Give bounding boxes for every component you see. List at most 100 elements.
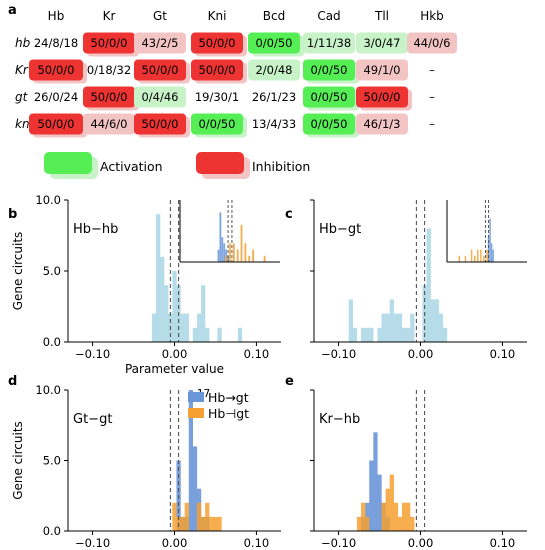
inset-bar [252, 249, 254, 262]
table-cell: 50/0/0 [37, 117, 74, 131]
table-cell: 50/0/0 [363, 90, 400, 104]
inset-bar [458, 255, 461, 262]
table-cell: 26/0/24 [34, 90, 78, 104]
histogram-bar [438, 313, 444, 342]
inset-bar [470, 249, 473, 262]
table-cell: 3/0/47 [363, 36, 400, 50]
inset-bar [480, 249, 482, 262]
x-axis-label: Parameter value [125, 362, 224, 376]
x-tick-label: 0.00 [408, 536, 434, 550]
histogram-bar [361, 327, 366, 342]
cell-background [356, 86, 408, 108]
legend-swatch [44, 152, 92, 174]
x-tick-label: 0.10 [244, 536, 270, 550]
histogram-bar [369, 460, 374, 531]
histogram-bar [393, 502, 399, 531]
histogram-bar [365, 516, 370, 531]
histogram-bar [356, 516, 362, 531]
inset-bar [219, 212, 222, 262]
cell-background [191, 113, 243, 135]
panel-label: d [8, 374, 17, 389]
x-tick-label: 0.10 [490, 536, 516, 550]
x-tick-label: 0.10 [244, 347, 270, 361]
histogram-bar [410, 313, 415, 342]
histogram-bar [397, 516, 403, 531]
column-header: Kni [208, 9, 227, 23]
histogram-bar [192, 446, 198, 531]
table-cell: 0/0/50 [310, 117, 347, 131]
table-cell: 49/1/0 [363, 63, 400, 77]
legend-label: Hb⊣gt [208, 406, 249, 421]
column-header: Kr [103, 9, 116, 23]
table-cell: 0/0/50 [310, 63, 347, 77]
y-tick-label: 5.0 [43, 264, 61, 278]
cell-background [134, 59, 186, 81]
histogram-bar [180, 516, 185, 531]
column-header: Cad [317, 9, 340, 23]
histogram-bar [406, 502, 411, 531]
legend-label: Activation [100, 159, 163, 174]
panel-a-label: a [8, 3, 17, 18]
histogram-bar [188, 390, 194, 531]
inset-bar [229, 243, 231, 262]
inset-bar [490, 243, 493, 262]
cell-background [29, 59, 83, 81]
column-header: Bcd [263, 9, 285, 23]
histogram-bar [381, 313, 386, 342]
cell-background [303, 59, 355, 81]
inset-histogram [179, 200, 280, 263]
table-cell: 24/8/18 [34, 36, 78, 50]
cell-background [191, 32, 243, 54]
table-cell: 13/4/33 [252, 117, 296, 131]
panel-title: Hb−hb [73, 222, 118, 237]
legend-swatch [196, 152, 244, 174]
panel-e-histogram: e −0.10 0.00 0.10 Kr−hb [285, 374, 527, 550]
histogram-bar [201, 516, 206, 531]
histogram-bar [426, 228, 431, 342]
histogram-bar [410, 516, 415, 531]
y-axis-label: Gene circuits [11, 232, 25, 311]
histogram-bar [172, 502, 177, 531]
histogram-bar [184, 313, 189, 342]
histogram-bar [205, 327, 210, 342]
y-axis-label: Gene circuits [11, 421, 25, 500]
panel-a-table: a Hb Kr Gt Kni Bcd Cad Tll Hkb hb 24/8/18 50/0/0 43… [8, 3, 457, 179]
inset-bar [244, 243, 247, 262]
inset-bar [236, 249, 239, 262]
x-tick-label: 0.00 [162, 347, 188, 361]
table-cell: 0/0/50 [198, 117, 235, 131]
histogram-bar [196, 502, 202, 531]
inset-bar [473, 255, 476, 262]
histogram-bar [201, 285, 206, 342]
y-tick-label: 0.0 [43, 524, 61, 538]
histogram-bar [192, 327, 198, 342]
table-cell: – [429, 90, 435, 104]
column-header: Hb [48, 9, 65, 23]
table-cell: 0/4/46 [141, 90, 178, 104]
inset-bar [487, 237, 490, 262]
cell-background [29, 113, 83, 135]
histogram-bar [401, 327, 407, 342]
table-cell: 0/18/32 [87, 63, 131, 77]
histogram-bar [196, 313, 202, 342]
table-cell: – [429, 63, 435, 77]
histogram-bar [389, 299, 394, 342]
cell-background [407, 32, 457, 54]
cell-background [303, 113, 355, 135]
histogram-bar [217, 516, 222, 531]
table-cell: 26/1/23 [252, 90, 296, 104]
histogram-bar [217, 327, 222, 342]
table-cell: 2/0/48 [255, 63, 292, 77]
histogram-bar [385, 488, 390, 531]
table-cell: 50/0/0 [37, 63, 74, 77]
cell-background [356, 113, 408, 135]
cell-background [134, 32, 186, 54]
histogram-bar [172, 271, 177, 342]
table-cell: 50/0/0 [90, 36, 127, 50]
table-cell: 1/11/38 [307, 36, 351, 50]
table-cell: 19/30/1 [195, 90, 239, 104]
panel-label: c [285, 207, 293, 222]
x-tick-label: −0.10 [321, 536, 356, 550]
row-gene-label: hb [15, 36, 31, 50]
